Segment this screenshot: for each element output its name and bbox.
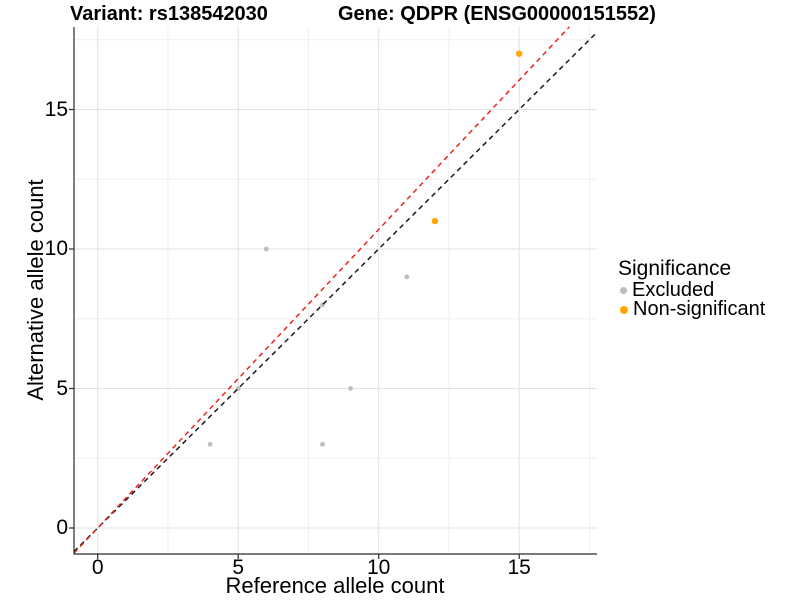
legend-item-label: Excluded [632,279,715,301]
plot-panel [69,26,598,559]
data-point-excluded [207,441,213,447]
x-tick-label: 10 [367,556,391,579]
plot-title-gene: Gene: QDPR (ENSG00000151552) [338,3,656,25]
fit-line [73,26,570,554]
data-point-excluded [348,386,353,391]
data-point-excluded [263,246,269,252]
y-tick-label: 10 [44,237,68,260]
data-point-excluded [320,441,325,447]
legend-item: Non-significant [612,298,800,320]
x-axis-title: Reference allele count [225,573,445,598]
identity-line [73,31,598,553]
axis-lines [73,27,597,555]
x-tick-label: 15 [507,556,531,579]
y-tick-label: 0 [56,516,68,539]
y-tick-label: 15 [44,97,68,121]
x-tick-label: 0 [91,556,104,579]
data-point-excluded [404,274,410,280]
y-axis-title: Alternative allele count [23,179,48,401]
x-tick-label: 5 [232,556,245,579]
legend-dot-icon [620,287,627,294]
plot-title-variant: Variant: rs138542030 [70,3,268,25]
legend-item-label: Non-significant [633,298,766,320]
legend-title: Significance [618,257,732,280]
data-point-non-significant [516,50,523,57]
legend-item: Excluded [612,279,800,301]
legend-dot-icon [620,305,628,314]
legend-items: Excluded Non-significant [612,279,800,320]
data-point-non-significant [431,217,439,225]
legend: Significance Excluded Non-significant [612,257,800,320]
y-tick-label: 5 [56,376,68,400]
